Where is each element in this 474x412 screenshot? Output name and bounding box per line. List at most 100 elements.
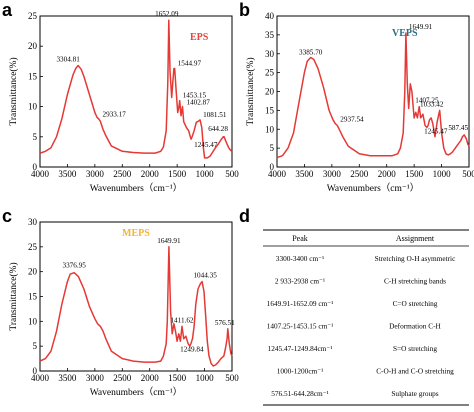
x-tick-label: 2500 (350, 169, 369, 179)
table-cell-assignment: C-O-H and C-O stretching (376, 367, 454, 376)
panel-letter: a (2, 0, 13, 20)
y-tick-label: 10 (28, 102, 38, 112)
x-tick-label: 500 (225, 169, 239, 179)
peak-label: 587.45 (448, 124, 468, 132)
table-cell-assignment: C=O stretching (393, 299, 438, 308)
y-tick-label: 20 (265, 87, 275, 97)
x-tick-label: 4000 (268, 169, 287, 179)
plot-frame (276, 15, 470, 168)
y-tick-label: 0 (33, 162, 38, 172)
y-tick-label: 5 (33, 132, 38, 142)
x-axis-label: Wavenumbers（cm⁻¹） (90, 182, 183, 194)
y-tick-label: 10 (265, 124, 275, 134)
peak-label: 1652.09 (155, 10, 179, 18)
plot-frame (39, 15, 233, 168)
x-axis-label: Wavenumbers（cm⁻¹） (90, 386, 183, 398)
panel-b-veps-chart: b 4000 3500 3000 2500 2000 1500 1000 500 0 5 10 15 20… (237, 0, 474, 206)
spectrum-line (39, 19, 233, 159)
x-tick-label: 1000 (433, 169, 452, 179)
x-tick-label: 4000 (31, 169, 50, 179)
y-tick-label: 25 (28, 11, 38, 21)
peak-label: 1044.35 (193, 272, 217, 280)
x-tick-label: 2000 (378, 169, 397, 179)
peak-label: 1249.84 (180, 346, 204, 354)
panel-c-meps-chart: c 4000 3500 3000 2500 2000 1500 1000 500 0 5 10 15 20… (0, 206, 239, 412)
y-axis-label: Transmittance(%) (8, 57, 19, 125)
peak-label: 576.51 (215, 319, 235, 327)
panel-a-eps-chart: a 4000 3500 3000 2500 2000 1500 1000 500 0 5 10 15 20… (0, 0, 239, 206)
x-tick-label: 1000 (196, 373, 215, 383)
spectrum-line (39, 246, 233, 367)
table-cell-peak: 1000-1200cm⁻¹ (277, 367, 324, 376)
y-tick-label: 30 (28, 217, 38, 227)
table-cell-peak: 2 933-2938 cm⁻¹ (275, 277, 325, 286)
x-tick-label: 1500 (168, 169, 187, 179)
peak-label: 3385.70 (299, 49, 323, 57)
x-tick-label: 2000 (141, 373, 160, 383)
x-tick-label: 1500 (168, 373, 187, 383)
y-tick-label: 15 (28, 292, 38, 302)
veps-ftir-chart: b 4000 3500 3000 2500 2000 1500 1000 500 0 5 10 15 20… (239, 0, 474, 194)
y-tick-label: 20 (28, 41, 38, 51)
table-cell-peak: 576.51-644.28cm⁻¹ (271, 389, 329, 398)
x-tick-label: 2500 (113, 373, 132, 383)
x-tick-label: 3500 (58, 373, 77, 383)
y-tick-label: 15 (28, 71, 38, 81)
y-tick-label: 0 (33, 366, 38, 376)
x-tick-label: 4000 (31, 373, 50, 383)
peak-label: 1407.25 (415, 97, 439, 105)
sample-tag: VEPS (392, 28, 418, 39)
peak-label: 1544.97 (178, 60, 202, 68)
panel-letter: c (2, 206, 12, 226)
table-header-assignment: Assignment (396, 234, 435, 243)
table-cell-peak: 3300-3400 cm⁻¹ (276, 254, 324, 263)
peak-label: 1649.91 (157, 237, 181, 245)
spectrum-line (276, 32, 470, 159)
table-cell-assignment: S=O stretching (393, 344, 437, 353)
peak-label: 1081.51 (203, 111, 227, 119)
panel-letter: d (239, 206, 250, 226)
y-axis-label: Transmittance(%) (8, 262, 19, 330)
eps-ftir-chart: a 4000 3500 3000 2500 2000 1500 1000 500 0 5 10 15 20… (2, 0, 239, 194)
x-tick-label: 3000 (323, 169, 342, 179)
x-tick-label: 3000 (86, 169, 105, 179)
y-tick-label: 5 (270, 143, 275, 153)
peak-assignment-table: d Peak Assignment 3300-3400 cm⁻¹ Stretching … (239, 206, 469, 406)
peak-label: 2937.54 (340, 116, 364, 124)
peak-label: 1453.15 (183, 92, 207, 100)
table-cell-peak: 1245.47-1249.84cm⁻¹ (268, 344, 333, 353)
y-tick-label: 10 (28, 316, 38, 326)
y-tick-label: 0 (270, 162, 275, 172)
x-tick-label: 3500 (295, 169, 314, 179)
panel-letter: b (239, 0, 250, 20)
peak-label: 1245.47 (194, 141, 218, 149)
y-tick-label: 20 (28, 267, 38, 277)
x-tick-label: 3500 (58, 169, 77, 179)
y-axis-label: Transmittance(%) (245, 57, 256, 125)
panel-d-assignment-table: d Peak Assignment 3300-3400 cm⁻¹ Stretching … (237, 206, 474, 412)
y-tick-label: 40 (265, 11, 275, 21)
table-header-peak: Peak (292, 234, 308, 243)
peak-label: 1411.62 (170, 316, 193, 324)
table-cell-assignment: C-H stretching bands (384, 277, 446, 286)
y-tick-label: 5 (33, 341, 38, 351)
table-cell-assignment: Sulphate groups (391, 389, 438, 398)
y-tick-label: 35 (265, 30, 275, 40)
x-tick-label: 2000 (141, 169, 160, 179)
peak-label: 1402.87 (186, 99, 210, 107)
x-tick-label: 2500 (113, 169, 132, 179)
table-cell-assignment: Stretching O-H asymmetric (375, 254, 456, 263)
peak-label: 1649.91 (409, 23, 433, 31)
y-tick-label: 25 (28, 242, 38, 252)
x-tick-label: 1500 (405, 169, 424, 179)
peak-label: 1245.47 (424, 127, 448, 135)
x-tick-label: 500 (462, 169, 474, 179)
x-tick-label: 3000 (86, 373, 105, 383)
table-cell-peak: 1407.25-1453.15 cm⁻¹ (267, 322, 334, 331)
peak-label: 2933.17 (103, 111, 127, 119)
peak-label: 1033.42 (420, 100, 444, 108)
x-tick-label: 500 (225, 373, 239, 383)
meps-ftir-chart: c 4000 3500 3000 2500 2000 1500 1000 500 0 5 10 15 20… (2, 206, 239, 398)
table-cell-peak: 1649.91-1652.09 cm⁻¹ (267, 299, 334, 308)
x-axis-label: Wavenumbers（cm⁻¹） (327, 182, 420, 194)
